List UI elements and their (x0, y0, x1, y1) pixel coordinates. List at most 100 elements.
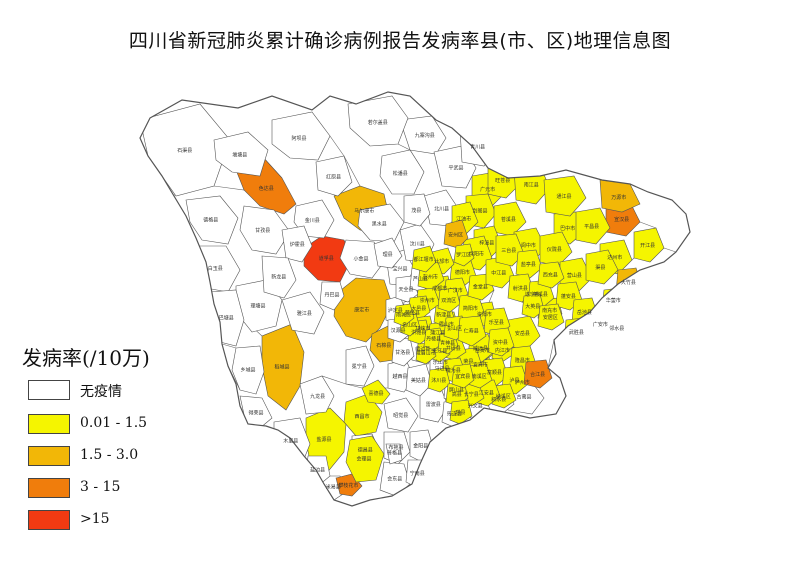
county-资中县 (487, 327, 515, 357)
county-仁寿县 (457, 315, 487, 347)
county-boundary-line (221, 343, 237, 349)
county-label: 得荣县 (248, 409, 263, 416)
county-label: 资中县 (493, 339, 508, 346)
county-label: 荣县 (463, 358, 473, 365)
county-label: 宁南县 (410, 470, 425, 477)
legend-label: 0.01 - 1.5 (80, 415, 148, 431)
county-label: 新龙县 (271, 273, 286, 280)
county-label: 金堂县 (473, 284, 488, 291)
legend-swatch (28, 414, 70, 434)
county-label: 富顺县 (487, 369, 502, 376)
county-label: 会理县 (356, 456, 371, 463)
county-雨城区 (393, 303, 415, 327)
county-罗江区 (453, 243, 475, 267)
county-都江堰市 (411, 245, 437, 273)
county-label: 阿坝县 (291, 135, 306, 142)
county-开江县 (633, 227, 665, 263)
county-美姑县 (405, 363, 433, 397)
county-label: 达州市 (607, 254, 622, 261)
county-label: 峨眉山市 (416, 350, 436, 357)
county-label: 营山县 (567, 272, 582, 279)
county-label: 冕宁县 (352, 363, 367, 370)
county-label: 马边县 (434, 365, 449, 372)
county-label: 宣汉县 (614, 216, 629, 223)
county-茂县 (403, 193, 431, 227)
county-雅江县 (281, 291, 325, 335)
county-label: 白玉县 (208, 265, 223, 272)
county-label: 资阳市 (477, 311, 492, 318)
county-label: 蒲江县 (430, 330, 445, 337)
county-label: 壤塘县 (232, 152, 247, 159)
county-label: 松潘县 (393, 170, 408, 177)
county-昭觉县 (383, 397, 419, 433)
county-label: 洪雅县 (411, 329, 426, 336)
county-label: 巴中市 (560, 225, 575, 232)
county-宜宾县 (451, 363, 475, 389)
county-label: 广安市 (593, 321, 608, 328)
county-label: 石棉县 (376, 342, 391, 349)
county-label: 雨城区 (396, 312, 411, 319)
county-label: 炉霍县 (290, 241, 305, 248)
county-仪陇县 (539, 231, 573, 267)
county-label: 盐源县 (316, 436, 331, 443)
county-label: 纳溪区 (496, 393, 511, 400)
county-label: 蓬安县 (561, 293, 576, 300)
legend-item-0-1.5: 0.01 - 1.5 (28, 414, 288, 436)
county-label: 会东县 (387, 476, 402, 483)
county-label: 青神县 (440, 340, 455, 347)
county-label: 甘孜县 (255, 227, 270, 234)
county-label: 峨边县 (415, 346, 430, 353)
county-label: 巴塘县 (219, 315, 234, 322)
county-boundary-line (547, 339, 555, 369)
county-label: 理塘县 (250, 303, 265, 310)
county-label: 彭州市 (423, 273, 438, 280)
county-label: 理县 (383, 252, 393, 258)
county-label: 井研县 (446, 345, 461, 352)
county-label: 中江县 (491, 269, 506, 276)
county-label: 布拖县 (388, 444, 403, 451)
county-珙县 (449, 399, 473, 425)
province-boundary (139, 91, 691, 507)
legend-item-over-15: >15 (28, 510, 288, 532)
county-label: 兴文县 (468, 403, 483, 410)
county-label: 宜宾市 (473, 362, 488, 369)
county-沐川县 (427, 367, 451, 393)
county-label: 喜德县 (368, 390, 383, 397)
county-label: 安居区 (543, 314, 558, 321)
county-label: 渠县 (595, 264, 605, 271)
county-label: 茂县 (411, 207, 421, 214)
county-label: 蓬溪县 (533, 291, 548, 298)
county-安居区 (537, 303, 565, 331)
county-label: 九龙县 (310, 393, 325, 400)
legend-swatch (28, 446, 70, 466)
county-label: 北川县 (434, 205, 449, 212)
county-label: 通江县 (556, 193, 571, 200)
county-label: 南充市 (542, 307, 557, 314)
county-label: 万源市 (611, 194, 626, 201)
county-label: 江油市 (456, 215, 471, 222)
county-label: 罗江区 (456, 252, 471, 259)
county-通江县 (543, 175, 587, 217)
county-label: 甘洛县 (395, 349, 410, 356)
county-label: 美姑县 (411, 377, 426, 384)
county-label: 攀枝花市 (338, 482, 358, 489)
legend-label: 1.5 - 3.0 (80, 447, 139, 463)
county-label: 汉源县 (390, 327, 405, 334)
county-label: 江安县 (479, 390, 494, 397)
county-label: 华蓥市 (606, 297, 621, 304)
county-label: 九寨沟县 (415, 132, 435, 139)
county-label: 筠连县 (447, 411, 462, 418)
county-label: 阆中市 (521, 242, 536, 249)
county-label: 荥经县 (405, 310, 420, 317)
county-boundary-line (631, 257, 635, 261)
county-label: 芦山县 (413, 276, 428, 283)
county-label: 米易县 (326, 484, 341, 491)
county-label: 平昌县 (584, 224, 599, 230)
county-label: 大竹县 (621, 279, 636, 286)
county-label: 广元市 (480, 186, 495, 193)
county-label: 德格县 (203, 217, 218, 224)
county-label: 丹棱县 (426, 336, 441, 343)
county-label: 都江堰市 (414, 256, 434, 263)
county-label: 盐边县 (310, 467, 325, 474)
